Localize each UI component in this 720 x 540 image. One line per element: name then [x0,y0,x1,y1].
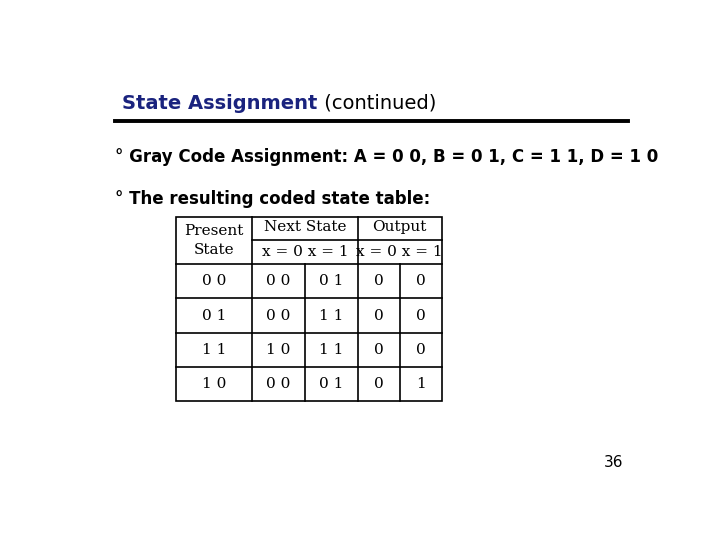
Text: 1 0: 1 0 [202,377,226,391]
Text: 0: 0 [415,274,426,288]
Text: 1 1: 1 1 [319,308,343,322]
Text: x = 0 x = 1: x = 0 x = 1 [356,245,443,259]
Text: (continued): (continued) [318,94,436,113]
Text: 0: 0 [374,274,384,288]
Text: x = 0 x = 1: x = 0 x = 1 [261,245,348,259]
Text: 0 0: 0 0 [266,308,290,322]
Text: 0: 0 [415,308,426,322]
Text: 0: 0 [374,342,384,356]
Text: ° The resulting coded state table:: ° The resulting coded state table: [115,190,431,207]
Text: 1 0: 1 0 [266,342,290,356]
Text: 0 1: 0 1 [319,377,343,391]
Bar [176,217,441,401]
Text: 0 1: 0 1 [319,274,343,288]
Text: State Assignment: State Assignment [122,94,318,113]
Text: Present
State: Present State [184,224,244,256]
Text: ° Gray Code Assignment: A = 0 0, B = 0 1, C = 1 1, D = 1 0: ° Gray Code Assignment: A = 0 0, B = 0 1… [115,148,658,166]
Text: 0 0: 0 0 [266,377,290,391]
Text: Next State: Next State [264,220,346,234]
Text: 1 1: 1 1 [202,342,226,356]
Text: 1: 1 [415,377,426,391]
Text: 0 0: 0 0 [266,274,290,288]
Text: 0 0: 0 0 [202,274,226,288]
Text: 0: 0 [415,342,426,356]
Text: Output: Output [372,220,427,234]
Text: 36: 36 [603,455,623,470]
Text: 1 1: 1 1 [319,342,343,356]
Text: 0 1: 0 1 [202,308,226,322]
Text: 0: 0 [374,377,384,391]
Text: 0: 0 [374,308,384,322]
